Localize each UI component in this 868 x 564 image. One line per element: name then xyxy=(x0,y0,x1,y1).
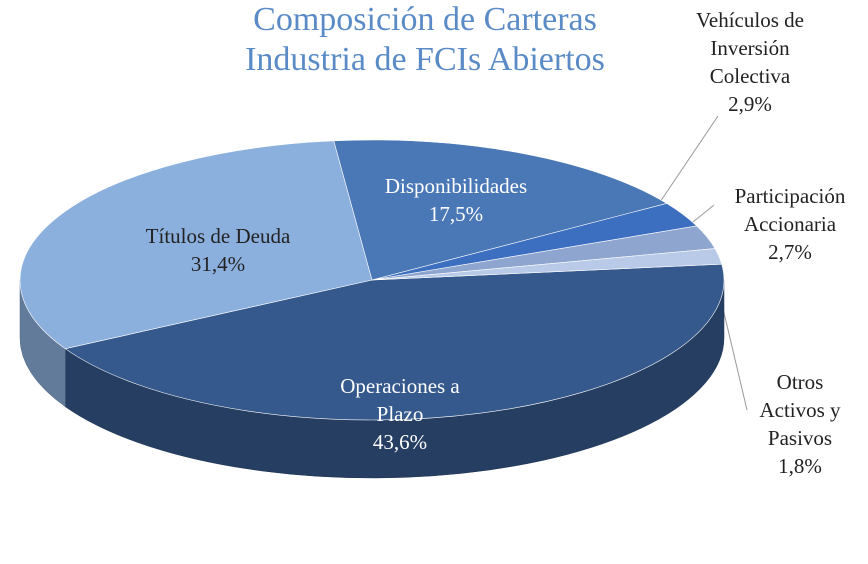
data-label: Participación Accionaria 2,7% xyxy=(710,182,868,266)
data-label: Operaciones a Plazo 43,6% xyxy=(320,372,480,456)
category-label: Operaciones a Plazo xyxy=(340,374,460,426)
category-label: Disponibilidades xyxy=(384,174,528,198)
data-label: Otros Activos y Pasivos 1,8% xyxy=(744,368,856,480)
category-label: Vehículos de Inversión Colectiva xyxy=(696,8,804,88)
slice xyxy=(19,140,373,350)
value-label: 2,7% xyxy=(768,240,812,264)
category-label: Participación Accionaria xyxy=(734,184,846,236)
data-label: Disponibilidades 17,5% xyxy=(351,172,561,228)
data-label: Títulos de Deuda 31,4% xyxy=(103,222,333,278)
value-label: 2,9% xyxy=(728,92,772,116)
data-label: Vehículos de Inversión Colectiva 2,9% xyxy=(675,6,825,118)
category-label: Títulos de Deuda xyxy=(145,224,291,248)
slice xyxy=(333,139,668,281)
value-label: 1,8% xyxy=(778,454,822,478)
leader-line xyxy=(657,115,719,206)
value-label: 31,4% xyxy=(190,252,246,276)
category-label: Otros Activos y Pasivos xyxy=(759,370,841,450)
chart-title: Composición de Carteras Industria de FCI… xyxy=(245,1,605,78)
slice-tops xyxy=(19,139,725,421)
slice xyxy=(371,248,723,281)
value-label: 43,6% xyxy=(372,430,428,454)
value-label: 17,5% xyxy=(428,202,484,226)
slice xyxy=(64,263,725,421)
